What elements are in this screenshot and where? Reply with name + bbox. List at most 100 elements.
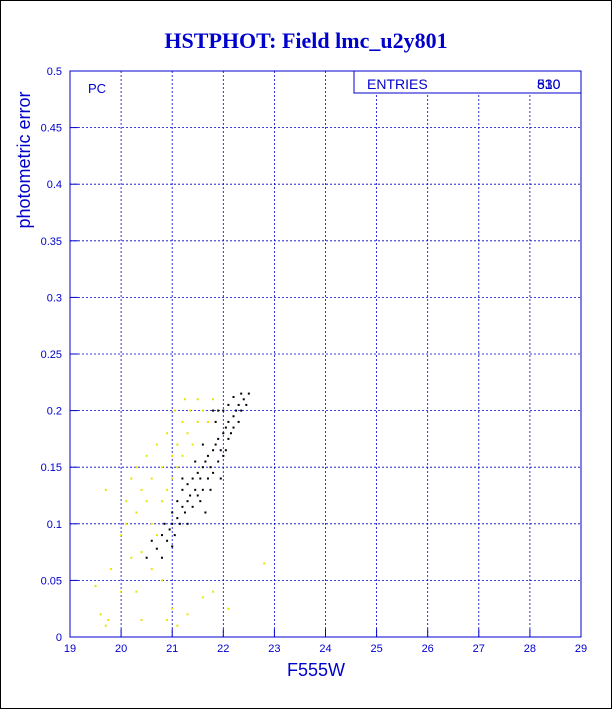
point — [240, 392, 243, 395]
point — [209, 466, 212, 469]
point — [173, 409, 176, 412]
point — [204, 460, 207, 463]
point — [160, 579, 163, 582]
point — [166, 539, 169, 542]
point — [171, 454, 174, 457]
point — [214, 420, 217, 423]
point — [181, 505, 184, 508]
point — [99, 613, 102, 616]
point — [209, 488, 212, 491]
point — [245, 403, 248, 406]
point — [189, 409, 192, 412]
stats-value: 830 — [537, 76, 561, 92]
point — [217, 460, 220, 463]
point — [222, 454, 225, 457]
point — [196, 471, 199, 474]
point — [227, 607, 230, 610]
point — [171, 477, 174, 480]
x-tick-label: 28 — [524, 643, 536, 655]
point — [135, 511, 138, 514]
point — [222, 432, 225, 435]
point — [181, 477, 184, 480]
point — [201, 409, 204, 412]
point — [186, 613, 189, 616]
point — [140, 619, 143, 622]
point — [224, 449, 227, 452]
point — [237, 420, 240, 423]
point — [150, 522, 153, 525]
point — [140, 551, 143, 554]
point — [94, 585, 97, 588]
y-tick-label: 0.3 — [47, 292, 62, 304]
point — [145, 500, 148, 503]
point — [145, 556, 148, 559]
point — [168, 528, 171, 531]
y-tick-label: 0.45 — [41, 123, 62, 135]
point — [219, 449, 222, 452]
y-tick-label: 0.35 — [41, 236, 62, 248]
point — [155, 534, 158, 537]
point — [212, 409, 215, 412]
point — [181, 420, 184, 423]
point — [212, 471, 215, 474]
point — [160, 534, 163, 537]
point — [160, 500, 163, 503]
point — [212, 590, 215, 593]
point — [235, 409, 238, 412]
point — [240, 409, 243, 412]
point — [171, 545, 174, 548]
point — [232, 396, 235, 399]
point — [189, 494, 192, 497]
point — [186, 483, 189, 486]
y-tick-label: 0.1 — [47, 519, 62, 531]
point — [150, 568, 153, 571]
point — [201, 443, 204, 446]
y-tick-label: 0.05 — [41, 575, 62, 587]
point — [217, 409, 220, 412]
point — [227, 420, 230, 423]
point — [237, 403, 240, 406]
point — [191, 477, 194, 480]
point — [145, 454, 148, 457]
point — [176, 466, 179, 469]
x-tick-label: 27 — [473, 643, 485, 655]
y-tick-label: 0 — [56, 632, 62, 644]
point — [191, 443, 194, 446]
annotation: PC — [88, 81, 106, 96]
point — [227, 437, 230, 440]
x-tick-label: 25 — [370, 643, 382, 655]
point — [176, 624, 179, 627]
point — [206, 454, 209, 457]
y-tick-label: 0.4 — [47, 179, 62, 191]
point — [229, 432, 232, 435]
point — [196, 420, 199, 423]
point — [219, 477, 222, 480]
point — [242, 398, 245, 401]
point — [212, 449, 215, 452]
point — [196, 398, 199, 401]
point — [204, 511, 207, 514]
y-tick-label: 0.2 — [47, 406, 62, 418]
point — [222, 409, 225, 412]
point — [104, 624, 107, 627]
point — [178, 522, 181, 525]
point — [227, 403, 230, 406]
y-tick-label: 0.25 — [41, 349, 62, 361]
point — [176, 443, 179, 446]
point — [196, 494, 199, 497]
point — [191, 505, 194, 508]
point — [263, 562, 266, 565]
point — [155, 443, 158, 446]
point — [217, 437, 220, 440]
point — [206, 420, 209, 423]
point — [163, 522, 166, 525]
point — [109, 568, 112, 571]
point — [181, 454, 184, 457]
point — [173, 534, 176, 537]
point — [125, 522, 128, 525]
x-tick-label: 29 — [575, 643, 587, 655]
point — [247, 392, 250, 395]
point — [166, 432, 169, 435]
point — [155, 547, 158, 550]
point — [186, 432, 189, 435]
